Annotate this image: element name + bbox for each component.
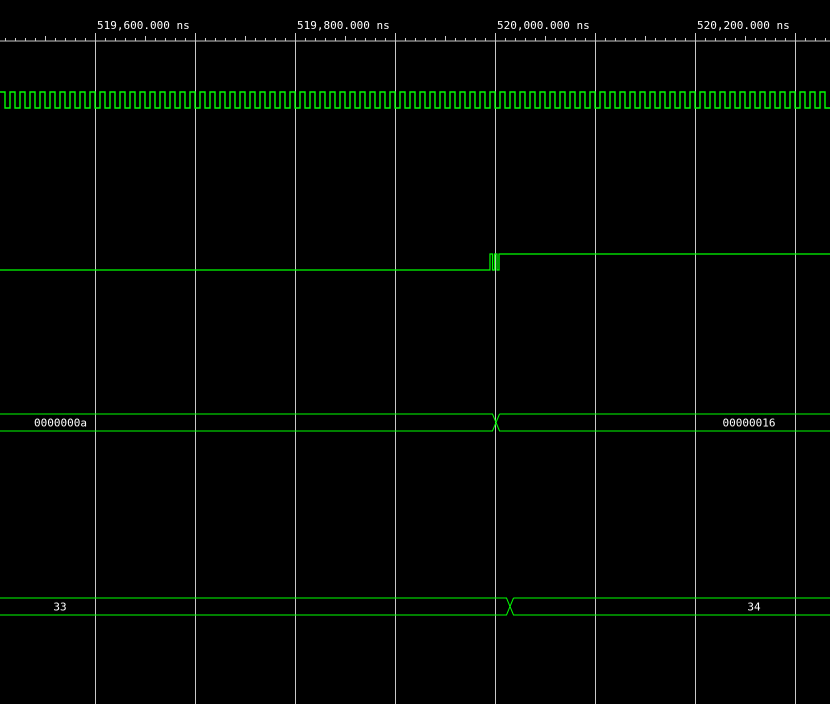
bus-segment bbox=[509, 597, 830, 616]
ruler-time-label: 519,800.000 ns bbox=[297, 19, 390, 32]
time-ruler[interactable]: 519,600.000 ns 519,800.000 ns 520,000.000 … bbox=[0, 19, 830, 42]
bus-value-label: 00000016 bbox=[723, 417, 776, 430]
signal-bus8[interactable]: 33 34 bbox=[0, 597, 830, 616]
bus-value-label: 34 bbox=[747, 601, 761, 614]
bus-value-label: 0000000a bbox=[34, 417, 87, 430]
bus-value-label: 33 bbox=[53, 601, 66, 614]
signal-pulse[interactable] bbox=[0, 253, 830, 271]
signal-traces: 0000000a 00000016 33 34 bbox=[0, 91, 830, 616]
signal-clock[interactable] bbox=[0, 91, 830, 109]
ruler-time-label: 520,000.000 ns bbox=[497, 19, 590, 32]
ruler-time-label: 519,600.000 ns bbox=[97, 19, 190, 32]
time-grid bbox=[95, 41, 796, 704]
clock-trace bbox=[0, 91, 830, 109]
bus-segment bbox=[495, 413, 830, 432]
ruler-time-label: 520,200.000 ns bbox=[697, 19, 790, 32]
bit-trace bbox=[0, 253, 830, 271]
signal-bus32[interactable]: 0000000a 00000016 bbox=[0, 413, 830, 432]
